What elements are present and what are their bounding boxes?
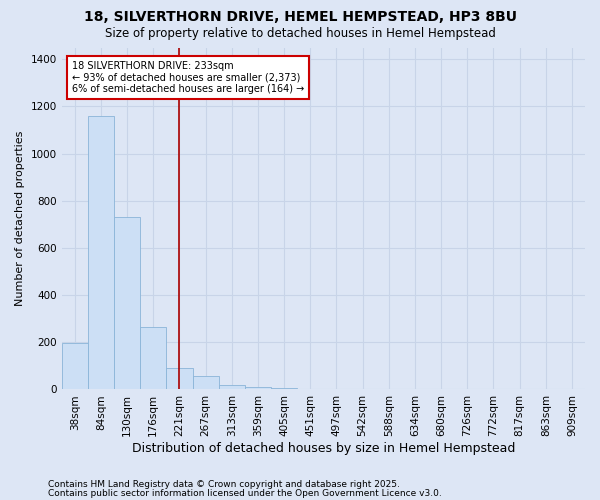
Bar bbox=[297, 389, 323, 390]
Bar bbox=[271, 388, 297, 390]
Bar bbox=[218, 384, 245, 390]
Bar bbox=[245, 387, 271, 390]
Bar bbox=[193, 376, 218, 390]
Bar bbox=[140, 327, 166, 390]
Bar bbox=[62, 344, 88, 390]
Bar bbox=[114, 218, 140, 390]
Text: Size of property relative to detached houses in Hemel Hempstead: Size of property relative to detached ho… bbox=[104, 28, 496, 40]
X-axis label: Distribution of detached houses by size in Hemel Hempstead: Distribution of detached houses by size … bbox=[131, 442, 515, 455]
Text: 18, SILVERTHORN DRIVE, HEMEL HEMPSTEAD, HP3 8BU: 18, SILVERTHORN DRIVE, HEMEL HEMPSTEAD, … bbox=[83, 10, 517, 24]
Bar bbox=[88, 116, 114, 390]
Text: Contains public sector information licensed under the Open Government Licence v3: Contains public sector information licen… bbox=[48, 490, 442, 498]
Bar bbox=[166, 368, 193, 390]
Y-axis label: Number of detached properties: Number of detached properties bbox=[15, 131, 25, 306]
Text: Contains HM Land Registry data © Crown copyright and database right 2025.: Contains HM Land Registry data © Crown c… bbox=[48, 480, 400, 489]
Text: 18 SILVERTHORN DRIVE: 233sqm
← 93% of detached houses are smaller (2,373)
6% of : 18 SILVERTHORN DRIVE: 233sqm ← 93% of de… bbox=[72, 61, 304, 94]
